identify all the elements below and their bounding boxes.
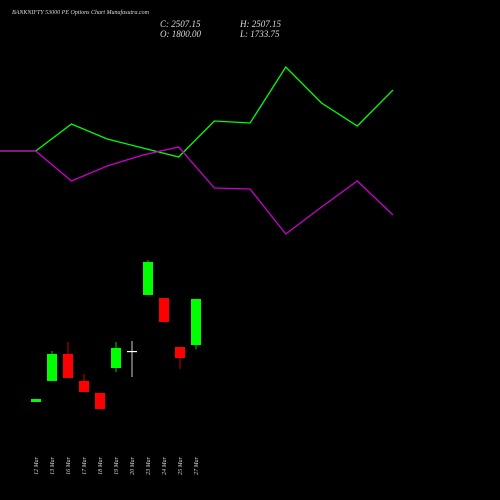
x-tick-label: 20 Mar [130,456,136,474]
candle-body [127,350,137,353]
x-tick-label: 18 Mar [98,456,104,474]
candle-body [175,347,185,358]
candle-body [79,380,89,392]
candle-body [159,298,169,322]
x-tick-label: 16 Mar [66,456,72,474]
x-tick-label: 19 Mar [114,456,120,474]
candle-body [191,298,201,345]
candle-body [31,398,41,402]
x-tick-label: 24 Mar [161,456,168,474]
ohlc-label: L: 1733.75 [239,29,280,39]
x-tick-label: 12 Mar [34,456,40,474]
candle-body [95,393,105,410]
x-tick-label: 17 Mar [82,456,88,474]
x-tick-label: 23 Mar [146,456,152,474]
ohlc-label: H: 2507.15 [239,19,281,29]
x-tick-label: 27 Mar [194,456,200,474]
x-tick-label: 25 Mar [178,456,184,474]
candle-body [47,353,57,381]
ohlc-label: O: 1800.00 [160,29,201,39]
candle-body [111,347,121,369]
line-series [0,65,394,158]
line-series [0,146,394,235]
ohlc-label: C: 2507.15 [160,19,201,29]
x-tick-label: 13 Mar [50,456,56,474]
candle-body [143,261,153,295]
candle-body [63,353,73,378]
chart-title: BANKNIFTY 53000 PE Options Chart Munafas… [12,9,150,16]
